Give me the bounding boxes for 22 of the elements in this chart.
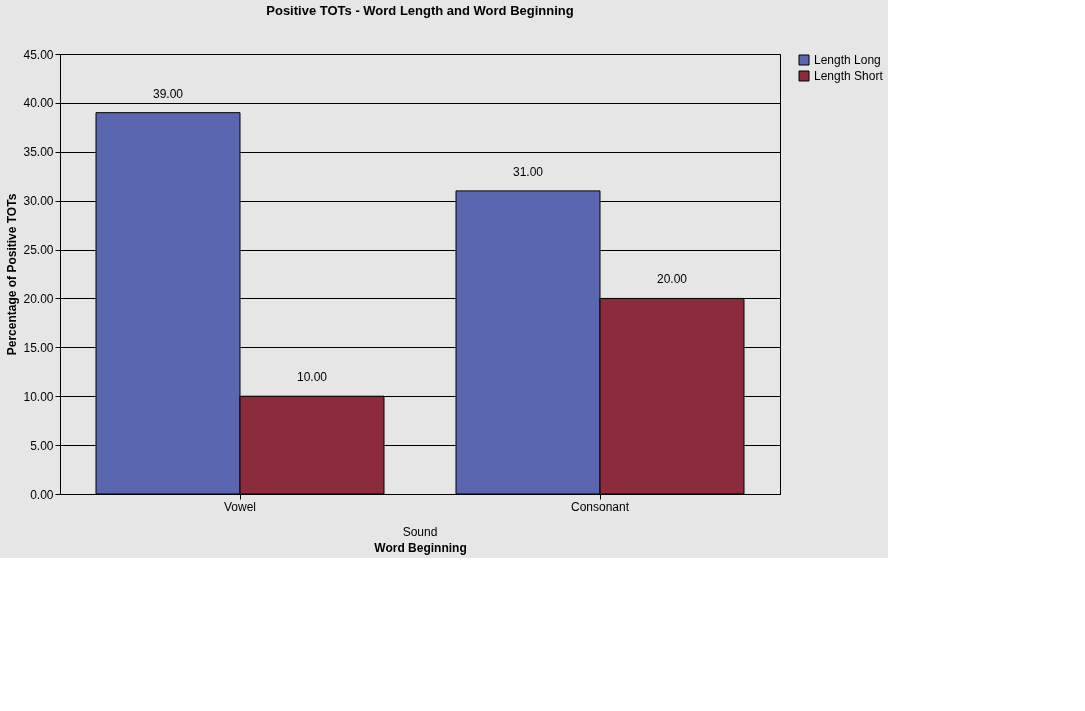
y-tick-label: 40.00: [23, 96, 54, 111]
data-label: 10.00: [296, 370, 328, 385]
text: Sound: [402, 525, 438, 539]
y-tick-label: 35.00: [23, 145, 54, 160]
y-tick-label: 5.00: [30, 438, 54, 453]
legend-label: Length Short: [814, 69, 884, 83]
y-tick-label: 0.00: [30, 487, 54, 502]
data-label: 31.00: [512, 164, 544, 179]
legend-label: Length Long: [814, 53, 881, 67]
y-tick-label: 15.00: [23, 340, 54, 355]
data-label: 20.00: [656, 272, 688, 287]
y-tick-label: 10.00: [23, 389, 54, 404]
y-tick-label: 45.00: [23, 47, 54, 62]
chart-title: Positive TOTs - Word Length and Word Beginning: [266, 3, 574, 18]
y-tick-label: 25.00: [23, 243, 54, 258]
x-tick-label: Consonant: [570, 499, 630, 514]
x-axis-title: Word Beginning: [374, 540, 467, 555]
y-axis-title: Percentage of Positive TOTs: [5, 193, 20, 356]
x-tick-label: Vowel: [223, 499, 257, 514]
y-tick-label: 20.00: [23, 291, 54, 306]
data-label: 39.00: [152, 86, 184, 101]
y-tick-label: 30.00: [23, 194, 54, 209]
